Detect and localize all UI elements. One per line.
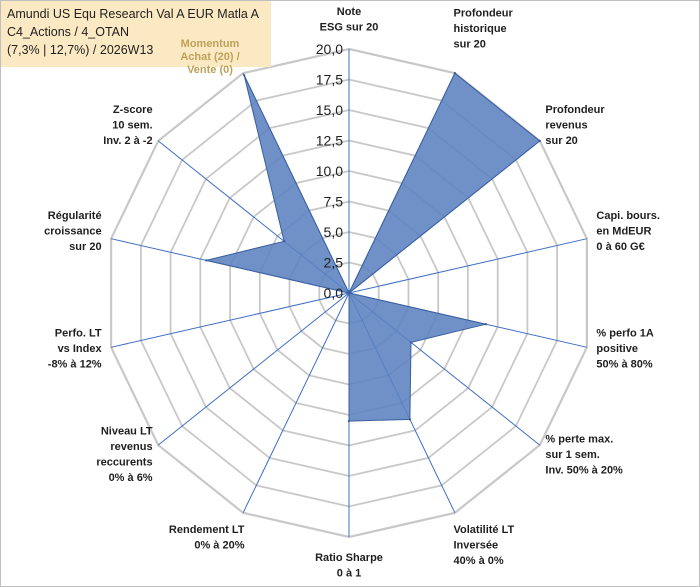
axis-label-line: reccurents xyxy=(96,457,152,469)
axis-label: Volatilité LT Inversée 40% à 0% xyxy=(454,524,515,567)
axis-label: Régularité croissance sur 20 xyxy=(44,210,101,253)
axis-label-line: Inv. 50% à 20% xyxy=(545,464,623,476)
data-point xyxy=(205,259,208,262)
axis-label-line: en MdEUR xyxy=(596,226,651,238)
tick-label: 20,0 xyxy=(316,41,343,57)
axis-label-line: ESG sur 20 xyxy=(320,22,379,34)
axis-label-line: Profondeur xyxy=(545,104,605,116)
data-point xyxy=(453,72,457,75)
axis-label-line: Z-score xyxy=(113,104,153,116)
axis-label-line: -8% à 12% xyxy=(48,359,102,371)
tick-label: 5,0 xyxy=(324,224,344,240)
tick-label: 15,0 xyxy=(316,102,343,118)
tick-label: 0,0 xyxy=(324,285,344,301)
tick-layer: 0,0 2,5 5,0 7,5 10,0 12,5 15,0 17,5 20,0 xyxy=(316,41,343,301)
data-point xyxy=(409,341,413,344)
axis-label-line: Profondeur xyxy=(454,8,514,20)
axis-label-line: sur 1 sem. xyxy=(545,449,599,461)
data-point xyxy=(347,291,351,295)
tick-label: 17,5 xyxy=(316,72,343,88)
data-point xyxy=(538,139,541,143)
axis-label-line: Ratio Sharpe xyxy=(315,552,383,564)
axis-label-line: % perte max. xyxy=(545,433,613,445)
fund-performance: (7,3% | 12,7%) / 2026W13 xyxy=(7,43,154,57)
axis-label: % perfo 1A positive 50% à 80% xyxy=(596,328,654,371)
axis-label-line: 0 à 60 G€ xyxy=(596,241,644,253)
axis-label: Perfo. LT vs Index -8% à 12% xyxy=(48,328,103,371)
tick-label: 10,0 xyxy=(316,163,343,179)
axis-label-line: historique xyxy=(454,23,507,35)
axis-label-line: croissance xyxy=(44,226,101,238)
axis-label-line: % perfo 1A xyxy=(596,328,654,340)
fund-info-box: Amundi US Equ Research Val A EUR Matla A… xyxy=(1,1,271,67)
data-point xyxy=(408,418,412,421)
tick-label: 7,5 xyxy=(324,194,344,210)
axis-label-line: positive xyxy=(596,343,638,355)
axis-label-line: Niveau LT xyxy=(101,426,153,438)
axis-label-line: Régularité xyxy=(48,210,102,222)
axis-label: Profondeur revenus sur 20 xyxy=(545,104,605,147)
tick-label: 2,5 xyxy=(324,255,344,271)
data-point xyxy=(347,419,351,423)
fund-category: C4_Actions / 4_OTAN xyxy=(7,25,130,39)
axis-label: % perte max. sur 1 sem. Inv. 50% à 20% xyxy=(545,433,623,476)
axis-label-line: Rendement LT xyxy=(169,524,245,536)
axis-label-line: sur 20 xyxy=(454,39,486,51)
axis-label-line: 40% à 0% xyxy=(454,555,504,567)
axis-label-line: 0 à 1 xyxy=(337,568,361,580)
data-point xyxy=(282,240,286,243)
axis-label: Rendement LT 0% à 20% xyxy=(169,524,245,552)
axis-label-line: 0% à 6% xyxy=(109,472,153,484)
axis-label-line: revenus xyxy=(110,441,152,453)
tick-label: 12,5 xyxy=(316,133,343,149)
axis-label-line: 10 sem. xyxy=(112,120,152,132)
axis-label-line: Volatilité LT xyxy=(454,524,515,536)
axis-label-line: sur 20 xyxy=(545,135,577,147)
axis-label: Profondeur historique sur 20 xyxy=(454,8,514,51)
axis-label-line: 50% à 80% xyxy=(596,359,652,371)
data-point xyxy=(484,323,487,326)
axis-label-line: revenus xyxy=(545,120,587,132)
axis-label: Z-score 10 sem. Inv. 2 à -2 xyxy=(103,104,152,147)
axis-label: Niveau LT revenus reccurents 0% à 6% xyxy=(96,426,153,485)
axis-label-line: Inversée xyxy=(454,539,499,551)
fund-title: Amundi US Equ Research Val A EUR Matla A xyxy=(7,7,259,21)
axis-label-line: Note xyxy=(337,6,361,18)
axis-spoke xyxy=(242,292,350,514)
axis-label: Ratio Sharpe 0 à 1 xyxy=(315,552,383,580)
axis-label-line: Capi. bours. xyxy=(596,210,660,222)
axis-label: Note ESG sur 20 xyxy=(320,6,379,34)
axis-label-line: 0% à 20% xyxy=(194,539,244,551)
axis-label-line: vs Index xyxy=(58,343,103,355)
axis-label-line: Inv. 2 à -2 xyxy=(103,135,152,147)
axis-label: Capi. bours. en MdEUR 0 à 60 G€ xyxy=(596,210,660,253)
axis-label-line: sur 20 xyxy=(69,241,101,253)
axis-spoke xyxy=(348,238,588,294)
axis-spoke xyxy=(110,292,350,348)
axis-label-line: Perfo. LT xyxy=(55,328,102,340)
series-layer xyxy=(205,72,541,423)
series-area xyxy=(206,72,541,422)
data-point xyxy=(243,74,246,77)
legend: Momentum Achat (20) / Vente (0) xyxy=(180,38,240,76)
axis-spoke xyxy=(157,292,350,446)
